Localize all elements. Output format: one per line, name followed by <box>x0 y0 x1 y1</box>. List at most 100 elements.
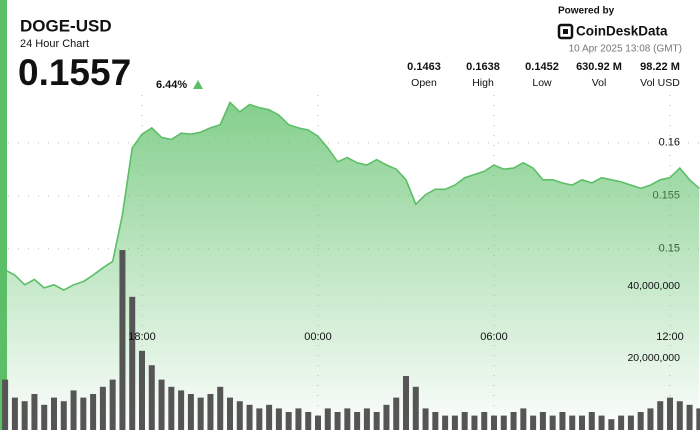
volume-bar <box>393 397 400 430</box>
stat-value: 98.22 M <box>640 61 680 73</box>
ticker-title: DOGE-USD <box>20 16 112 35</box>
volume-bar <box>315 415 322 430</box>
volume-bar <box>363 408 370 430</box>
volume-bar <box>627 415 634 430</box>
current-price: 0.1557 <box>18 52 131 93</box>
volume-bar <box>99 386 106 430</box>
volume-bar <box>60 401 67 430</box>
volume-bar <box>539 412 546 430</box>
price-area <box>5 102 700 430</box>
x-tick-label: 12:00 <box>656 331 684 343</box>
volume-bar <box>50 397 57 430</box>
volume-bar <box>168 386 175 430</box>
y2-tick-label: 40,000,000 <box>627 280 680 292</box>
volume-bar <box>119 250 126 430</box>
volume-bar <box>422 408 429 430</box>
volume-bar <box>598 415 605 430</box>
price-change: 6.44% <box>156 79 187 91</box>
volume-bar <box>373 412 380 430</box>
brand-name: CoinDeskData <box>576 24 668 39</box>
y-tick-label: 0.16 <box>659 137 680 149</box>
volume-bar <box>139 350 145 430</box>
volume-bar <box>657 401 664 430</box>
volume-bar <box>344 408 351 430</box>
stat-label: Vol USD <box>640 77 680 89</box>
volume-bar <box>246 404 253 430</box>
volume-bar <box>109 379 116 430</box>
volume-bar <box>41 404 48 430</box>
stat-value: 0.1638 <box>466 61 500 73</box>
volume-bar <box>148 365 155 430</box>
subtitle: 24 Hour Chart <box>20 38 89 50</box>
powered-by: Powered by <box>558 6 615 17</box>
volume-bar <box>559 412 566 430</box>
volume-bar <box>207 394 214 430</box>
volume-bar <box>530 415 537 430</box>
volume-bar <box>471 415 478 430</box>
volume-bar <box>236 401 243 430</box>
volume-bar <box>70 390 77 430</box>
stat-label: Low <box>532 77 552 89</box>
volume-bar <box>569 415 576 430</box>
y2-tick-label: 20,000,000 <box>627 352 680 364</box>
accent-stripe <box>0 0 7 430</box>
volume-bar <box>500 415 507 430</box>
volume-bar <box>696 408 700 430</box>
volume-bar <box>686 404 693 430</box>
volume-bar <box>11 397 18 430</box>
volume-bar <box>510 412 517 430</box>
volume-bar <box>354 412 361 430</box>
stat-value: 0.1463 <box>407 61 441 73</box>
stats: 0.1463 Open 0.1638 High 0.1452 Low 630.92 M Vol… <box>407 61 680 89</box>
price-line <box>4 101 700 292</box>
volume-bar <box>608 419 615 430</box>
stat-value: 630.92 M <box>576 61 622 73</box>
volume-bar <box>305 412 312 430</box>
volume-bar <box>21 401 28 430</box>
stat-label: Vol <box>592 77 607 89</box>
volume-bar <box>285 412 292 430</box>
plot: 0.150.1550.1620,000,00040,000,00018:0000… <box>2 95 700 430</box>
volume-bar <box>618 415 625 430</box>
volume-bar <box>295 408 302 430</box>
volume-bar <box>187 394 194 430</box>
brand-logo <box>557 23 574 40</box>
volume-bar <box>217 386 224 430</box>
stat-label: Open <box>411 77 437 89</box>
volume-bar <box>412 386 419 430</box>
volume-bar <box>676 401 683 430</box>
up-arrow <box>193 80 203 89</box>
volume-bar <box>129 296 136 430</box>
volume-bar <box>266 404 273 430</box>
volume-bar <box>324 408 331 430</box>
volume-bar <box>481 412 488 430</box>
volume-bar <box>432 412 439 430</box>
timestamp: 10 Apr 2025 13:08 (GMT) <box>569 44 682 55</box>
x-tick-label: 06:00 <box>480 331 508 343</box>
volume-bar <box>520 408 527 430</box>
volume-bar <box>442 415 449 430</box>
volume-bar <box>403 376 410 430</box>
volume-bar <box>491 415 498 430</box>
volume-bar <box>334 412 341 430</box>
volume-bar <box>90 394 97 430</box>
volume-bar <box>80 397 87 430</box>
volume-bar <box>549 415 556 430</box>
volume-bar <box>227 397 234 430</box>
volume-bar <box>647 408 654 430</box>
volume-bar <box>275 408 282 430</box>
volume-bar <box>158 379 165 430</box>
volume-bar <box>461 412 468 430</box>
x-tick-label: 18:00 <box>128 331 156 343</box>
volume-bar <box>383 404 390 430</box>
volume-bar <box>178 390 185 430</box>
volume-bar <box>579 415 586 430</box>
volume-bar <box>197 397 204 430</box>
volume-bar <box>256 408 263 430</box>
volume-bar <box>31 394 38 430</box>
volume-bar <box>2 379 9 430</box>
volume-bar <box>451 415 458 430</box>
volume-bar <box>588 412 595 430</box>
stat-value: 0.1452 <box>525 61 559 73</box>
